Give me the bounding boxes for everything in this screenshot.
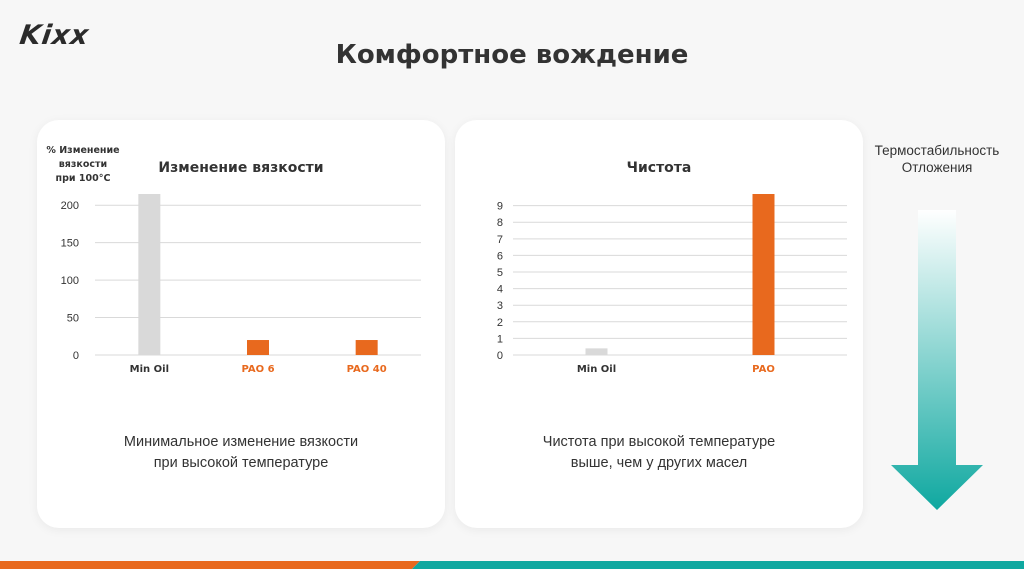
side-label-deposits: Отложения <box>901 160 973 175</box>
cleanliness-caption-line-1: Чистота при высокой температуре <box>542 434 776 450</box>
cleanliness-bar <box>585 348 608 355</box>
cleanliness-y-tick-label: 7 <box>497 234 503 246</box>
viscosity-y-label-line-2: вязкости <box>59 159 107 170</box>
cleanliness-y-tick-label: 5 <box>497 267 503 279</box>
cleanliness-card: Чистота 0 1 2 3 4 5 6 7 8 9 Min Oil PAO Чистота при… <box>455 120 863 528</box>
page-title: Комфортное вождение <box>335 40 689 70</box>
cleanliness-y-tick-label: 8 <box>497 217 503 229</box>
viscosity-y-tick-label: 50 <box>67 313 79 325</box>
viscosity-y-label-line-1: % Изменение <box>46 145 119 156</box>
cleanliness-y-tick-label: 1 <box>497 333 503 345</box>
viscosity-y-tick-label: 0 <box>73 350 79 362</box>
viscosity-chart-title: Изменение вязкости <box>158 160 323 176</box>
viscosity-y-tick-label: 100 <box>61 275 79 287</box>
viscosity-card: Изменение вязкости % Изменение вязкости … <box>37 120 445 528</box>
down-arrow-icon <box>891 210 983 510</box>
viscosity-bar <box>355 340 378 355</box>
viscosity-y-tick-label: 200 <box>61 200 79 212</box>
viscosity-caption: Минимальное изменение вязкости при высок… <box>37 432 445 474</box>
viscosity-x-tick-label: Min Oil <box>130 364 169 375</box>
cleanliness-y-tick-label: 6 <box>497 250 503 262</box>
cleanliness-y-tick-label: 2 <box>497 317 503 329</box>
viscosity-x-tick-label: PAO 6 <box>241 364 274 375</box>
viscosity-x-tick-label: PAO 40 <box>347 364 387 375</box>
cleanliness-caption: Чистота при высокой температуре выше, че… <box>455 432 863 474</box>
cleanliness-chart: Чистота 0 1 2 3 4 5 6 7 8 9 Min Oil PAO <box>497 160 847 375</box>
cleanliness-y-tick-label: 3 <box>497 300 503 312</box>
viscosity-bar <box>247 340 269 355</box>
cleanliness-y-tick-label: 4 <box>497 284 503 296</box>
viscosity-caption-line-2: при высокой температуре <box>153 455 329 471</box>
viscosity-y-label-line-3: при 100°C <box>56 173 111 184</box>
viscosity-chart: Изменение вязкости % Изменение вязкости … <box>46 145 421 375</box>
side-label-thermostability: Термостабильность <box>874 143 1000 158</box>
cleanliness-bar <box>752 194 775 355</box>
bottom-stripe <box>0 561 1024 569</box>
viscosity-caption-line-1: Минимальное изменение вязкости <box>123 434 359 450</box>
viscosity-y-tick-label: 150 <box>61 238 79 250</box>
cleanliness-y-tick-label: 0 <box>497 350 503 362</box>
cleanliness-x-tick-label: PAO <box>752 364 775 375</box>
cleanliness-caption-line-2: выше, чем у других масел <box>570 455 748 471</box>
viscosity-bar <box>138 194 161 355</box>
cleanliness-x-tick-label: Min Oil <box>577 364 616 375</box>
cleanliness-chart-title: Чистота <box>627 160 692 176</box>
cleanliness-y-tick-label: 9 <box>497 201 503 213</box>
